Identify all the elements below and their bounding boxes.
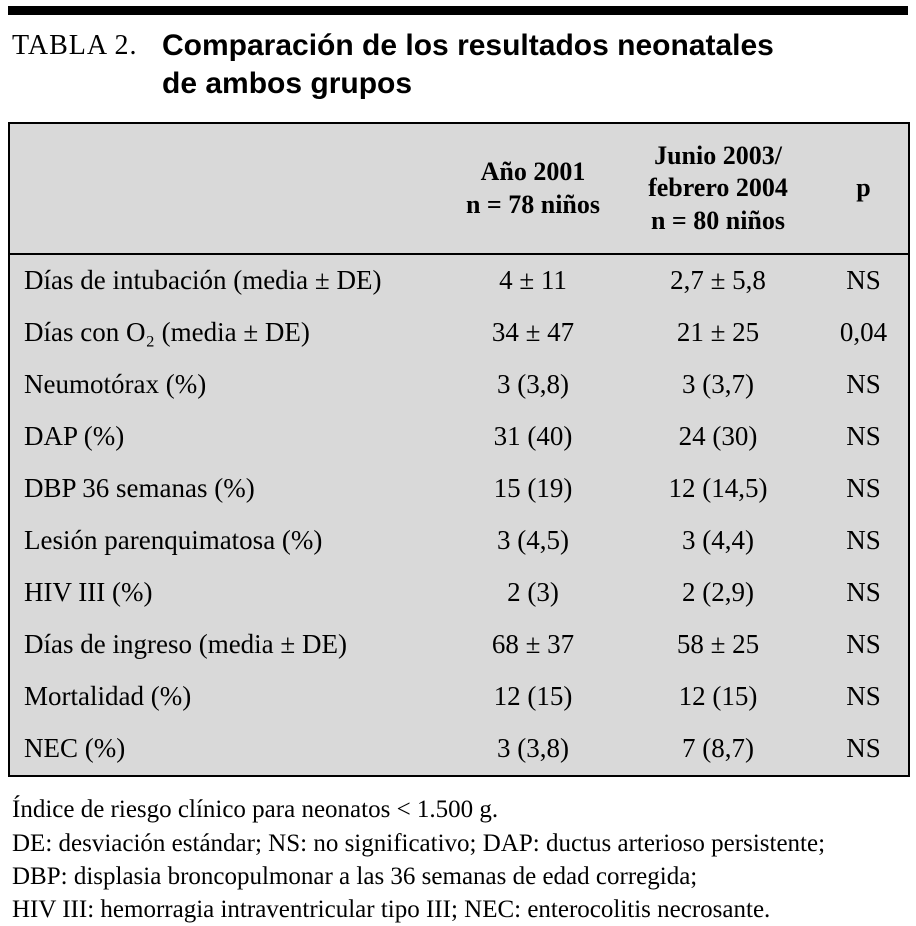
- value-2001: 15 (19): [493, 473, 573, 504]
- value-2001: 3 (3,8): [497, 369, 569, 400]
- table-caption: TABLA 2. Comparación de los resultados n…: [12, 27, 908, 104]
- header-row: Año 2001 n = 78 niños Junio 2003/ febrer…: [9, 122, 909, 256]
- table-row: Lesión parenquimatosa (%) 3 (4,5) 3 (4,4…: [9, 515, 909, 567]
- value-2003: 2,7 ± 5,8: [670, 265, 766, 296]
- table-row: NEC (%) 3 (3,8) 7 (8,7) NS: [9, 723, 909, 776]
- value-2003: 3 (3,7): [682, 369, 754, 400]
- value-2001: 3 (4,5): [497, 525, 569, 556]
- row-label: Días con O₂ (media ± DE): [24, 317, 310, 348]
- row-label: DBP 36 semanas (%): [24, 473, 255, 504]
- header-empty-cell: [9, 122, 449, 256]
- table-title-line2: de ambos grupos: [162, 67, 413, 101]
- table-number-label: TABLA 2.: [12, 30, 138, 61]
- value-2003: 2 (2,9): [682, 577, 754, 608]
- row-label: DAP (%): [24, 421, 125, 452]
- row-label: Días de intubación (media ± DE): [24, 265, 382, 296]
- row-label: HIV III (%): [24, 577, 153, 608]
- row-label: Lesión parenquimatosa (%): [24, 525, 323, 556]
- value-p: 0,04: [839, 317, 888, 348]
- table-row: HIV III (%) 2 (3) 2 (2,9) NS: [9, 567, 909, 619]
- value-2003: 7 (8,7): [682, 733, 754, 764]
- value-2001: 2 (3): [507, 577, 559, 608]
- table-title-line1: Comparación de los resultados neonatales: [162, 29, 774, 62]
- value-2001: 34 ± 47: [491, 317, 575, 348]
- header-col-2001: Año 2001 n = 78 niños: [449, 122, 617, 256]
- value-p: NS: [846, 681, 881, 712]
- top-rule-divider: [8, 6, 908, 15]
- row-label: Mortalidad (%): [24, 681, 192, 712]
- value-p: NS: [846, 577, 881, 608]
- table-row: Mortalidad (%) 12 (15) 12 (15) NS: [9, 671, 909, 723]
- footnotes: Índice de riesgo clínico para neonatos <…: [12, 793, 908, 926]
- table-title: Comparación de los resultados neonatales…: [162, 27, 774, 104]
- table-row: Días de ingreso (media ± DE) 68 ± 37 58 …: [9, 619, 909, 671]
- value-2003: 12 (15): [678, 681, 758, 712]
- table-row: Neumotórax (%) 3 (3,8) 3 (3,7) NS: [9, 359, 909, 411]
- row-label: Días de ingreso (media ± DE): [24, 629, 347, 660]
- value-p: NS: [846, 265, 881, 296]
- value-p: NS: [846, 473, 881, 504]
- results-table: Año 2001 n = 78 niños Junio 2003/ febrer…: [8, 121, 910, 778]
- value-p: NS: [846, 733, 881, 764]
- value-p: NS: [846, 629, 881, 660]
- value-p: NS: [846, 421, 881, 452]
- value-2001: 3 (3,8): [497, 733, 569, 764]
- paper-table-figure: TABLA 2. Comparación de los resultados n…: [8, 6, 910, 923]
- footnote-line: DBP: displasia broncopulmonar a las 36 s…: [12, 862, 698, 890]
- footnote-line: HIV III: hemorragia intraventricular tip…: [12, 896, 771, 924]
- value-2003: 3 (4,4): [682, 525, 754, 556]
- row-label: Neumotórax (%): [24, 369, 207, 400]
- value-2001: 31 (40): [493, 421, 573, 452]
- header-col-2003: Junio 2003/ febrero 2004 n = 80 niños: [617, 122, 819, 256]
- value-2001: 68 ± 37: [491, 629, 575, 660]
- row-label: NEC (%): [24, 733, 126, 764]
- table-row: Días con O₂ (media ± DE) 34 ± 47 21 ± 25…: [9, 307, 909, 359]
- header-col-p: p: [819, 122, 909, 256]
- value-p: NS: [846, 369, 881, 400]
- footnote-line: DE: desviación estándar; NS: no signific…: [12, 829, 826, 857]
- value-p: NS: [846, 525, 881, 556]
- footnote-line: Índice de riesgo clínico para neonatos <…: [12, 796, 499, 824]
- value-2003: 24 (30): [678, 421, 758, 452]
- value-2003: 58 ± 25: [676, 629, 760, 660]
- value-2001: 4 ± 11: [499, 265, 567, 296]
- table-row: Días de intubación (media ± DE) 4 ± 11 2…: [9, 254, 909, 307]
- table-row: DBP 36 semanas (%) 15 (19) 12 (14,5) NS: [9, 463, 909, 515]
- value-2003: 12 (14,5): [668, 473, 768, 504]
- value-2001: 12 (15): [493, 681, 573, 712]
- table-row: DAP (%) 31 (40) 24 (30) NS: [9, 411, 909, 463]
- value-2003: 21 ± 25: [676, 317, 760, 348]
